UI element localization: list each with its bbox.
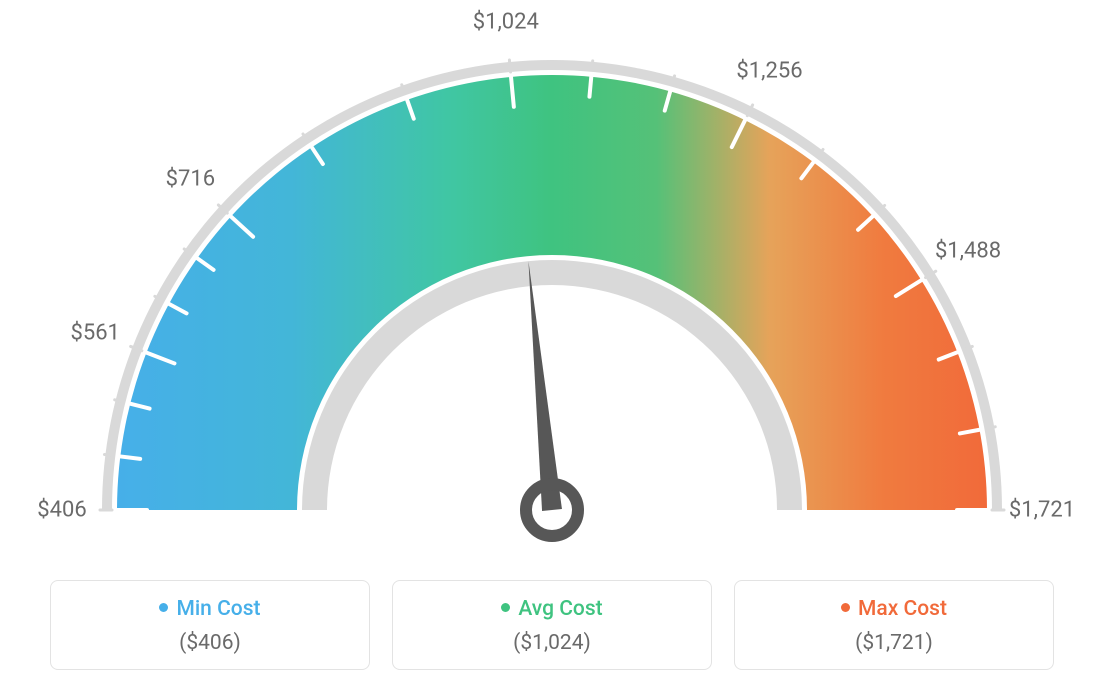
gauge-area: $406 $561 $716 $1,024 $1,256 $1,488 $1,721 (0, 0, 1104, 560)
tick-label: $716 (166, 167, 215, 192)
tick-label: $561 (70, 320, 119, 345)
legend-card: Max Cost ($1,721) (734, 580, 1054, 670)
tick-label: $1,256 (736, 58, 802, 83)
tick (672, 76, 674, 84)
legend-title-text: Max Cost (858, 597, 947, 621)
legend-title: Min Cost (61, 597, 359, 621)
legend-value: ($1,024) (403, 631, 701, 655)
legend-dot-icon (841, 603, 850, 612)
gauge-svg (0, 0, 1104, 560)
legend-value: ($406) (61, 631, 359, 655)
needle (528, 261, 562, 511)
legend-card: Avg Cost ($1,024) (392, 580, 712, 670)
legend-value: ($1,721) (745, 631, 1043, 655)
tick (987, 427, 995, 428)
legend-dot-icon (159, 603, 168, 612)
tick (511, 77, 514, 107)
tick-label: $1,488 (935, 239, 1001, 264)
legend-title-text: Min Cost (176, 597, 260, 621)
legend-title: Max Cost (745, 597, 1043, 621)
tick (509, 60, 510, 72)
tick-label: $1,024 (473, 10, 539, 35)
tick (589, 77, 591, 97)
tick (104, 454, 112, 455)
tick (592, 61, 593, 69)
legend-title-text: Avg Cost (518, 597, 602, 621)
tick-label: $1,721 (1009, 498, 1075, 523)
tick (115, 400, 123, 402)
cost-gauge-widget: $406 $561 $716 $1,024 $1,256 $1,488 $1,721 Min… (0, 0, 1104, 690)
legend-dot-icon (501, 603, 510, 612)
tick-label: $406 (37, 498, 86, 523)
legend-row: Min Cost ($406) Avg Cost ($1,024) Max Cost ($… (0, 580, 1104, 670)
legend-card: Min Cost ($406) (50, 580, 370, 670)
legend-title: Avg Cost (403, 597, 701, 621)
tick (120, 456, 140, 458)
